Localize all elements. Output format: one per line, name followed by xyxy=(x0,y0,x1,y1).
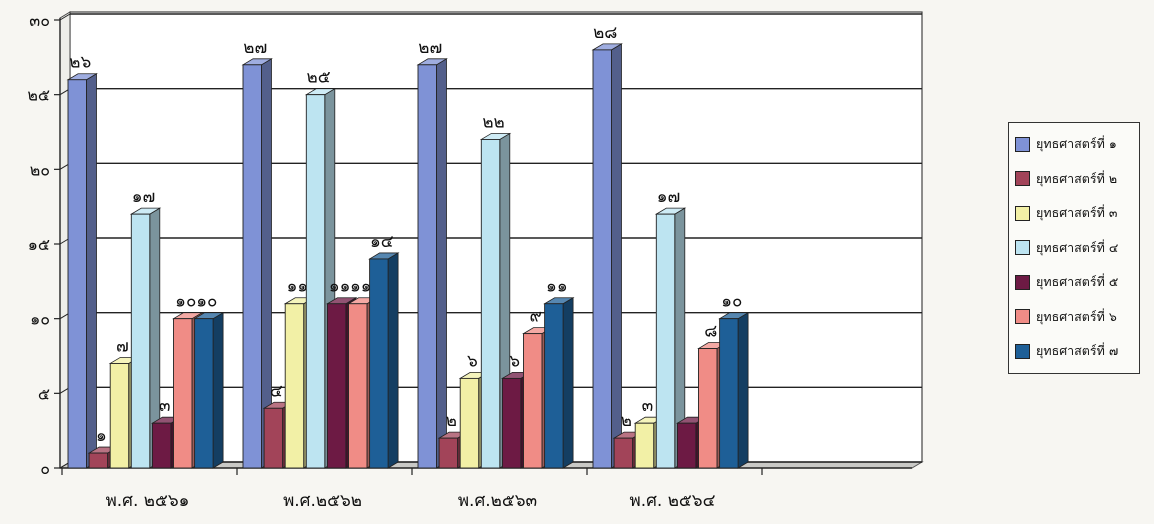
legend-label-5: ยุทธศาสตร์ที่ ๕ xyxy=(1036,274,1119,290)
bar xyxy=(263,407,284,469)
data-label: ๒๖ xyxy=(69,53,91,73)
legend-item-4: ยุทธศาสตร์ที่ ๔ xyxy=(1015,231,1133,266)
y-tick-label: ๐ xyxy=(40,459,50,478)
bar-side xyxy=(611,43,622,469)
bar xyxy=(369,258,389,469)
legend-item-6: ยุทธศาสตร์ที่ ๖ xyxy=(1015,300,1133,335)
data-label: ๒๒ xyxy=(482,112,504,132)
data-label: ๑๔ xyxy=(370,232,394,252)
chart-legend: ยุทธศาสตร์ที่ ๑ ยุทธศาสตร์ที่ ๒ ยุทธศาสต… xyxy=(1008,122,1140,374)
legend-swatch-6 xyxy=(1015,309,1030,325)
bar xyxy=(417,64,437,469)
bar xyxy=(438,437,459,469)
bar xyxy=(130,213,151,469)
data-label: ๒๘ xyxy=(593,23,617,43)
x-tick-label: พ.ศ.๒๕๖๒ xyxy=(283,491,362,511)
data-label: ๒๗ xyxy=(418,38,442,58)
data-label: ๖ xyxy=(467,351,478,371)
legend-item-7: ยุทธศาสตร์ที่ ๗ xyxy=(1015,334,1133,369)
data-label: ๑๑ xyxy=(287,277,309,297)
legend-item-2: ยุทธศาสตร์ที่ ๒ xyxy=(1015,162,1133,197)
data-label: ๗ xyxy=(116,336,129,356)
bar xyxy=(459,377,480,469)
bar xyxy=(173,318,193,469)
bar xyxy=(613,437,634,469)
data-label: ๑๗ xyxy=(657,187,681,207)
y-tick-label: ๒๐ xyxy=(30,160,50,179)
data-label: ๒๗ xyxy=(243,38,267,58)
bar-side xyxy=(562,297,574,469)
gridline-side xyxy=(59,13,71,21)
data-label: ๒ xyxy=(446,411,457,431)
bar xyxy=(348,303,368,469)
data-label: ๒๕ xyxy=(307,68,331,88)
legend-label-6: ยุทธศาสตร์ที่ ๖ xyxy=(1036,308,1117,324)
bar xyxy=(592,49,612,469)
data-label: ๓ xyxy=(642,396,654,416)
bar xyxy=(501,377,522,469)
legend-label-7: ยุทธศาสตร์ที่ ๗ xyxy=(1036,343,1119,359)
data-label: ๑๐ xyxy=(721,292,742,312)
bar xyxy=(88,452,109,469)
bar-side xyxy=(387,252,399,469)
bar xyxy=(242,64,262,469)
data-label: ๑๑ xyxy=(546,277,568,297)
bar xyxy=(655,213,676,469)
data-label: ๑๗ xyxy=(132,187,156,207)
data-label: ๑๑ xyxy=(329,277,351,297)
y-tick-label: ๓๐ xyxy=(29,11,50,30)
data-label: ๑๐ xyxy=(175,292,196,312)
data-label: ๘ xyxy=(704,322,717,342)
bar xyxy=(305,94,326,469)
bar xyxy=(719,318,739,469)
bar xyxy=(634,422,655,469)
data-label: ๒ xyxy=(621,411,632,431)
bar xyxy=(284,303,305,469)
legend-label-4: ยุทธศาสตร์ที่ ๔ xyxy=(1036,239,1119,255)
legend-label-3: ยุทธศาสตร์ที่ ๓ xyxy=(1036,205,1118,221)
legend-item-3: ยุทธศาสตร์ที่ ๓ xyxy=(1015,196,1133,231)
legend-item-1: ยุทธศาสตร์ที่ ๑ xyxy=(1015,127,1133,162)
bar-side xyxy=(737,311,749,469)
bar-side xyxy=(436,58,447,469)
legend-swatch-2 xyxy=(1015,171,1030,187)
bar xyxy=(698,348,718,469)
bar xyxy=(480,139,501,469)
bar xyxy=(523,333,543,469)
bar xyxy=(544,303,564,469)
bar xyxy=(676,422,697,469)
bar-side xyxy=(212,311,224,469)
bar xyxy=(109,363,130,469)
bar xyxy=(326,303,347,469)
data-label: ๑ xyxy=(96,426,107,446)
legend-item-5: ยุทธศาสตร์ที่ ๕ xyxy=(1015,265,1133,300)
data-label: ๔ xyxy=(270,381,283,401)
data-label: ๙ xyxy=(530,307,542,327)
x-tick-label: พ.ศ. ๒๕๖๔ xyxy=(630,491,716,511)
bar xyxy=(151,422,172,469)
bar xyxy=(194,318,214,469)
legend-swatch-7 xyxy=(1015,343,1030,359)
legend-swatch-5 xyxy=(1015,274,1030,290)
legend-swatch-4 xyxy=(1015,240,1030,256)
bar xyxy=(67,79,87,469)
bar-side xyxy=(86,73,97,469)
data-label: ๖ xyxy=(509,351,520,371)
y-tick-label: ๕ xyxy=(38,384,50,403)
legend-swatch-3 xyxy=(1015,205,1030,221)
x-tick-label: พ.ศ.๒๕๖๓ xyxy=(458,491,537,511)
legend-label-1: ยุทธศาสตร์ที่ ๑ xyxy=(1036,136,1117,152)
data-label: ๓ xyxy=(159,396,171,416)
y-tick-label: ๒๕ xyxy=(27,86,50,105)
y-tick-label: ๑๐ xyxy=(30,310,50,329)
data-label: ๑๐ xyxy=(196,292,217,312)
legend-label-2: ยุทธศาสตร์ที่ ๒ xyxy=(1036,170,1118,186)
legend-swatch-1 xyxy=(1015,136,1030,152)
x-tick-label: พ.ศ. ๒๕๖๑ xyxy=(106,491,190,511)
data-label: ๑๑ xyxy=(350,277,372,297)
y-tick-label: ๑๕ xyxy=(28,235,50,254)
